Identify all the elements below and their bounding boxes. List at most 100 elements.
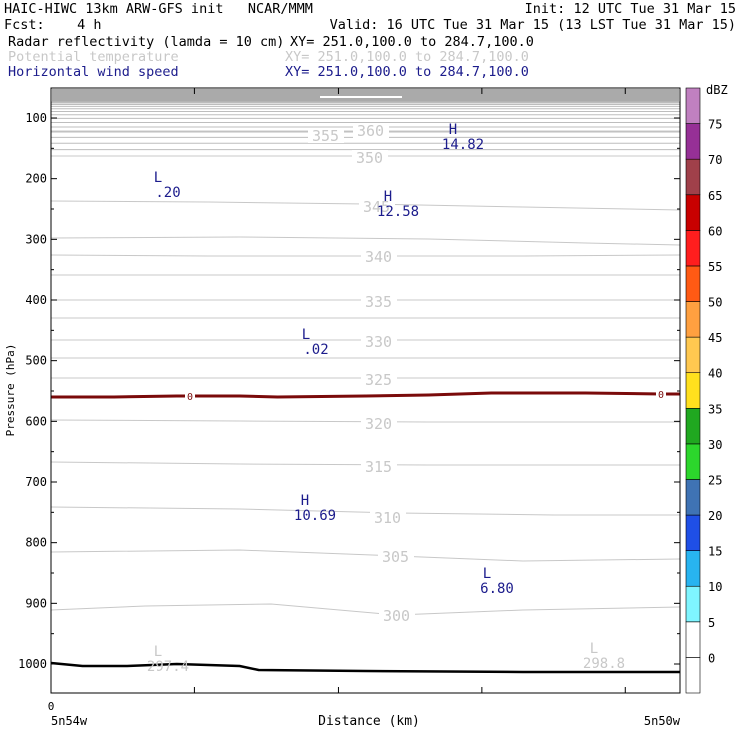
theta-label-bg bbox=[378, 549, 414, 564]
colorbar-level-label: 65 bbox=[708, 189, 722, 203]
wind-extremum-type: L bbox=[302, 327, 310, 343]
colorbar-level-label: 10 bbox=[708, 580, 722, 594]
distance-axis bbox=[50, 88, 626, 693]
field-reflectivity-name: Radar reflectivity (lamda = 10 cm) bbox=[8, 34, 285, 50]
colorbar-swatch bbox=[685, 657, 701, 694]
theta-contour-label: 340 bbox=[365, 248, 392, 266]
theta-label-bg bbox=[361, 416, 397, 431]
theta-label-bg bbox=[361, 459, 397, 474]
forecast-hour: Fcst: 4 h bbox=[4, 17, 102, 33]
theta-label-bg bbox=[361, 249, 397, 264]
pressure-axis: 100 200 300 400 500 600 700 800 900 1000 bbox=[18, 111, 680, 671]
freezing-label-bg bbox=[656, 388, 666, 400]
model-title: HAIC-HIWC 13km ARW-GFS init NCAR/MMM bbox=[4, 1, 313, 17]
wind-extremum-type: L bbox=[154, 170, 162, 186]
wind-extremum-type: L bbox=[483, 566, 491, 582]
theta-label-bg bbox=[361, 372, 397, 387]
colorbar-swatch bbox=[685, 550, 701, 587]
colorbar-level-label: 75 bbox=[708, 118, 722, 132]
wind-extremum-value: 14.82 bbox=[442, 137, 484, 153]
theta-label-bg bbox=[361, 334, 397, 349]
colorbar-swatch bbox=[685, 479, 701, 516]
theta-contour-label: 315 bbox=[365, 458, 392, 476]
colorbar-unit: dBZ bbox=[706, 83, 728, 97]
colorbar-level-label: 30 bbox=[708, 438, 722, 452]
field-wind-xy: XY= 251.0,100.0 to 284.7,100.0 bbox=[285, 64, 529, 80]
theta-label-bg bbox=[308, 128, 344, 143]
x-start-tick-label: 0 bbox=[48, 700, 55, 713]
colorbar-level-label: 60 bbox=[708, 224, 722, 238]
colorbar-level-label: 50 bbox=[708, 296, 722, 310]
theta-contour-line bbox=[50, 603, 681, 616]
colorbar-level-label: 25 bbox=[708, 473, 722, 487]
plot-frame bbox=[50, 87, 681, 694]
theta-contour-label: 355 bbox=[312, 127, 339, 145]
theta-extremum-value: 297.4 bbox=[147, 659, 189, 675]
theta-extremum-value: 298.8 bbox=[583, 656, 625, 672]
colorbar-level-label: 40 bbox=[708, 367, 722, 381]
dbz-colorbar: 0 5 10 15 20 25 30 35 40 45 50 55 60 65 70 75 bbox=[685, 87, 722, 694]
colorbar-level-label: 55 bbox=[708, 260, 722, 274]
theta-contour-line bbox=[50, 461, 680, 466]
theta-label-bg bbox=[370, 510, 406, 525]
colorbar-swatch bbox=[685, 372, 701, 409]
wind-extremum-value: 6.80 bbox=[480, 581, 514, 597]
potential-temperature-labels: 355 360 350 345 340 335 330 325 320 315 310 305 300 bbox=[308, 122, 415, 625]
ground-surface bbox=[50, 661, 680, 674]
wind-extremum-type: H bbox=[449, 122, 457, 138]
theta-contour-label: 320 bbox=[365, 415, 392, 433]
colorbar-swatch bbox=[685, 158, 701, 196]
colorbar-swatch bbox=[685, 336, 701, 374]
theta-contour-label: 310 bbox=[374, 509, 401, 527]
wind-extremum-type: H bbox=[384, 189, 392, 205]
colorbar-level-label: 5 bbox=[708, 616, 715, 630]
freezing-level-label: 0 bbox=[658, 390, 664, 401]
pressure-tick-label: 600 bbox=[25, 414, 47, 428]
pressure-tick-label: 700 bbox=[25, 475, 47, 489]
pressure-tick-label: 400 bbox=[25, 293, 47, 307]
theta-contour-label: 325 bbox=[365, 371, 392, 389]
freezing-label-bg bbox=[185, 390, 195, 402]
theta-label-bg bbox=[361, 294, 397, 309]
theta-extremum-type: L bbox=[154, 644, 162, 660]
colorbar-swatch bbox=[685, 194, 701, 231]
colorbar-level-label: 35 bbox=[708, 402, 722, 416]
theta-label-bg bbox=[379, 608, 415, 623]
pressure-tick-label: 900 bbox=[25, 596, 47, 610]
init-time: Init: 12 UTC Tue 31 Mar 15 bbox=[524, 1, 736, 17]
wind-extremum-value: 12.58 bbox=[377, 204, 419, 220]
colorbar-swatch bbox=[685, 407, 701, 445]
colorbar-level-label: 15 bbox=[708, 545, 722, 559]
wind-extremum-value: 10.69 bbox=[294, 508, 336, 524]
pressure-tick-label: 800 bbox=[25, 536, 47, 550]
valid-time: Valid: 16 UTC Tue 31 Mar 15 (13 LST Tue … bbox=[329, 17, 736, 33]
colorbar-swatch bbox=[685, 443, 701, 480]
pressure-tick-label: 100 bbox=[25, 111, 47, 125]
colorbar-level-label: 70 bbox=[708, 153, 722, 167]
theta-contour-label: 350 bbox=[356, 149, 383, 167]
colorbar-level-label: 20 bbox=[708, 509, 722, 523]
pressure-tick-label: 500 bbox=[25, 354, 47, 368]
colorbar-level-label: 45 bbox=[708, 331, 722, 345]
theta-contour-line bbox=[50, 549, 681, 562]
freezing-level-label: 0 bbox=[187, 392, 193, 403]
colorbar-level-label: 0 bbox=[708, 651, 715, 665]
colorbar-swatch bbox=[685, 514, 701, 551]
theta-contour-line bbox=[50, 236, 681, 246]
theta-contour-label: 345 bbox=[363, 198, 390, 216]
field-theta-name: Potential temperature bbox=[8, 49, 179, 65]
field-reflectivity-xy: XY= 251.0,100.0 to 284.7,100.0 bbox=[290, 34, 534, 50]
theta-contour-label: 300 bbox=[383, 607, 410, 625]
theta-label-bg bbox=[359, 199, 395, 214]
freezing-level-contour bbox=[51, 391, 680, 399]
theta-contour-label: 360 bbox=[357, 122, 384, 140]
upper-boundary-band bbox=[51, 89, 680, 151]
colorbar-swatch bbox=[685, 585, 701, 623]
theta-contour-line bbox=[50, 419, 680, 423]
pressure-tick-label: 1000 bbox=[18, 657, 47, 671]
theta-label-bg bbox=[353, 123, 389, 138]
